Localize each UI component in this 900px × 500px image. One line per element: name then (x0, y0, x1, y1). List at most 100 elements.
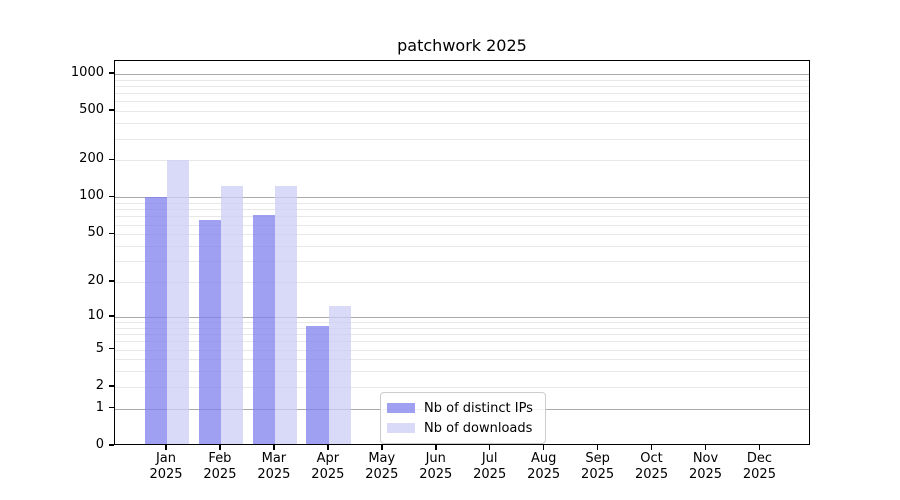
x-tick-year: 2025 (149, 467, 183, 482)
legend: Nb of distinct IPs Nb of downloads (380, 392, 546, 444)
y-tick-mark (109, 109, 114, 111)
y-tick-label: 100 (79, 188, 104, 204)
x-tick-mark (219, 445, 221, 450)
y-tick-mark (109, 280, 114, 282)
y-tick-mark (109, 406, 114, 409)
x-tick-mark (650, 445, 653, 450)
x-tick-mark (596, 445, 599, 450)
x-tick-year: 2025 (635, 467, 669, 482)
minor-gridline (115, 341, 809, 343)
bar (274, 185, 298, 444)
minor-gridline (115, 216, 809, 218)
x-tick-mark (758, 445, 761, 450)
legend-label: Nb of distinct IPs (424, 400, 533, 416)
y-tick-mark (109, 195, 114, 198)
minor-gridline (115, 209, 809, 211)
x-tick-month: Nov (692, 451, 719, 466)
x-tick-label: Jul 2025 (460, 451, 520, 483)
x-tick-year: 2025 (203, 467, 237, 482)
x-tick-label: May 2025 (352, 451, 412, 483)
x-tick-label: Nov 2025 (676, 451, 736, 483)
bar (144, 197, 167, 444)
y-tick-mark (109, 444, 114, 446)
y-tick-label: 5 (95, 340, 104, 356)
major-gridline (115, 197, 809, 199)
y-tick-mark (109, 232, 114, 234)
x-tick-label: Jun 2025 (406, 451, 466, 483)
y-tick-label: 10 (87, 307, 104, 323)
legend-label: Nb of downloads (424, 420, 533, 436)
x-tick-month: Feb (208, 451, 232, 466)
x-tick-year: 2025 (581, 467, 615, 482)
major-gridline (115, 316, 809, 318)
minor-gridline (115, 101, 809, 103)
x-tick-mark (381, 445, 383, 450)
y-tick-label: 200 (79, 151, 104, 167)
x-tick-mark (542, 445, 545, 450)
x-tick-label: Dec 2025 (729, 451, 789, 483)
x-tick-month: Mar (261, 451, 287, 466)
plot-area: Nb of distinct IPs Nb of downloads (114, 60, 810, 445)
x-tick-label: Jan 2025 (136, 451, 196, 483)
x-tick-mark (488, 445, 491, 450)
x-tick-month: Apr (316, 451, 340, 466)
minor-gridline (115, 334, 809, 336)
y-tick-label: 2 (95, 377, 104, 393)
y-tick-label: 1 (95, 399, 104, 415)
x-tick-label: Sep 2025 (568, 451, 628, 483)
x-tick-year: 2025 (527, 467, 561, 482)
x-tick-year: 2025 (742, 467, 776, 482)
y-tick-mark (109, 158, 114, 161)
x-tick-mark (704, 445, 707, 450)
minor-gridline (115, 93, 809, 95)
minor-gridline (115, 79, 809, 81)
chart-title: patchwork 2025 (397, 36, 527, 55)
minor-gridline (115, 224, 809, 226)
minor-gridline (115, 234, 809, 236)
x-tick-month: Jan (155, 451, 177, 466)
minor-gridline (115, 371, 809, 373)
x-tick-month: Sep (585, 451, 610, 466)
x-tick-year: 2025 (473, 467, 507, 482)
x-tick-mark (165, 445, 167, 450)
x-tick-month: May (368, 451, 396, 466)
x-tick-label: Apr 2025 (298, 451, 358, 483)
x-tick-label: Feb 2025 (190, 451, 250, 483)
x-tick-month: Jul (481, 451, 498, 466)
minor-gridline (115, 261, 809, 263)
bar (306, 325, 329, 444)
minor-gridline (115, 160, 809, 162)
minor-gridline (115, 349, 809, 351)
minor-gridline (115, 111, 809, 113)
legend-swatch (387, 403, 415, 413)
y-tick-label: 1000 (70, 64, 104, 80)
minor-gridline (115, 359, 809, 361)
legend-row: Nb of downloads (387, 418, 537, 438)
y-tick-label: 50 (87, 225, 104, 241)
x-tick-label: Aug 2025 (514, 451, 574, 483)
x-tick-mark (435, 445, 437, 450)
bar (167, 160, 190, 444)
minor-gridline (115, 246, 809, 247)
x-tick-year: 2025 (419, 467, 453, 482)
y-tick-mark (109, 385, 114, 387)
minor-gridline (115, 321, 809, 323)
x-tick-year: 2025 (257, 467, 291, 482)
minor-gridline (115, 138, 809, 140)
x-tick-month: Jun (425, 451, 446, 466)
minor-gridline (115, 327, 809, 329)
x-tick-year: 2025 (365, 467, 399, 482)
y-tick-label: 500 (79, 102, 104, 118)
x-tick-month: Oct (640, 451, 663, 466)
y-tick-mark (109, 72, 114, 74)
bar (328, 305, 352, 444)
x-tick-year: 2025 (688, 467, 723, 482)
x-tick-month: Aug (530, 451, 557, 466)
y-tick-label: 20 (87, 273, 104, 289)
y-tick-label: 0 (95, 437, 104, 452)
y-tick-mark (109, 347, 114, 350)
x-tick-label: Oct 2025 (622, 451, 682, 483)
legend-row: Nb of distinct IPs (387, 398, 537, 418)
x-tick-mark (327, 445, 329, 450)
